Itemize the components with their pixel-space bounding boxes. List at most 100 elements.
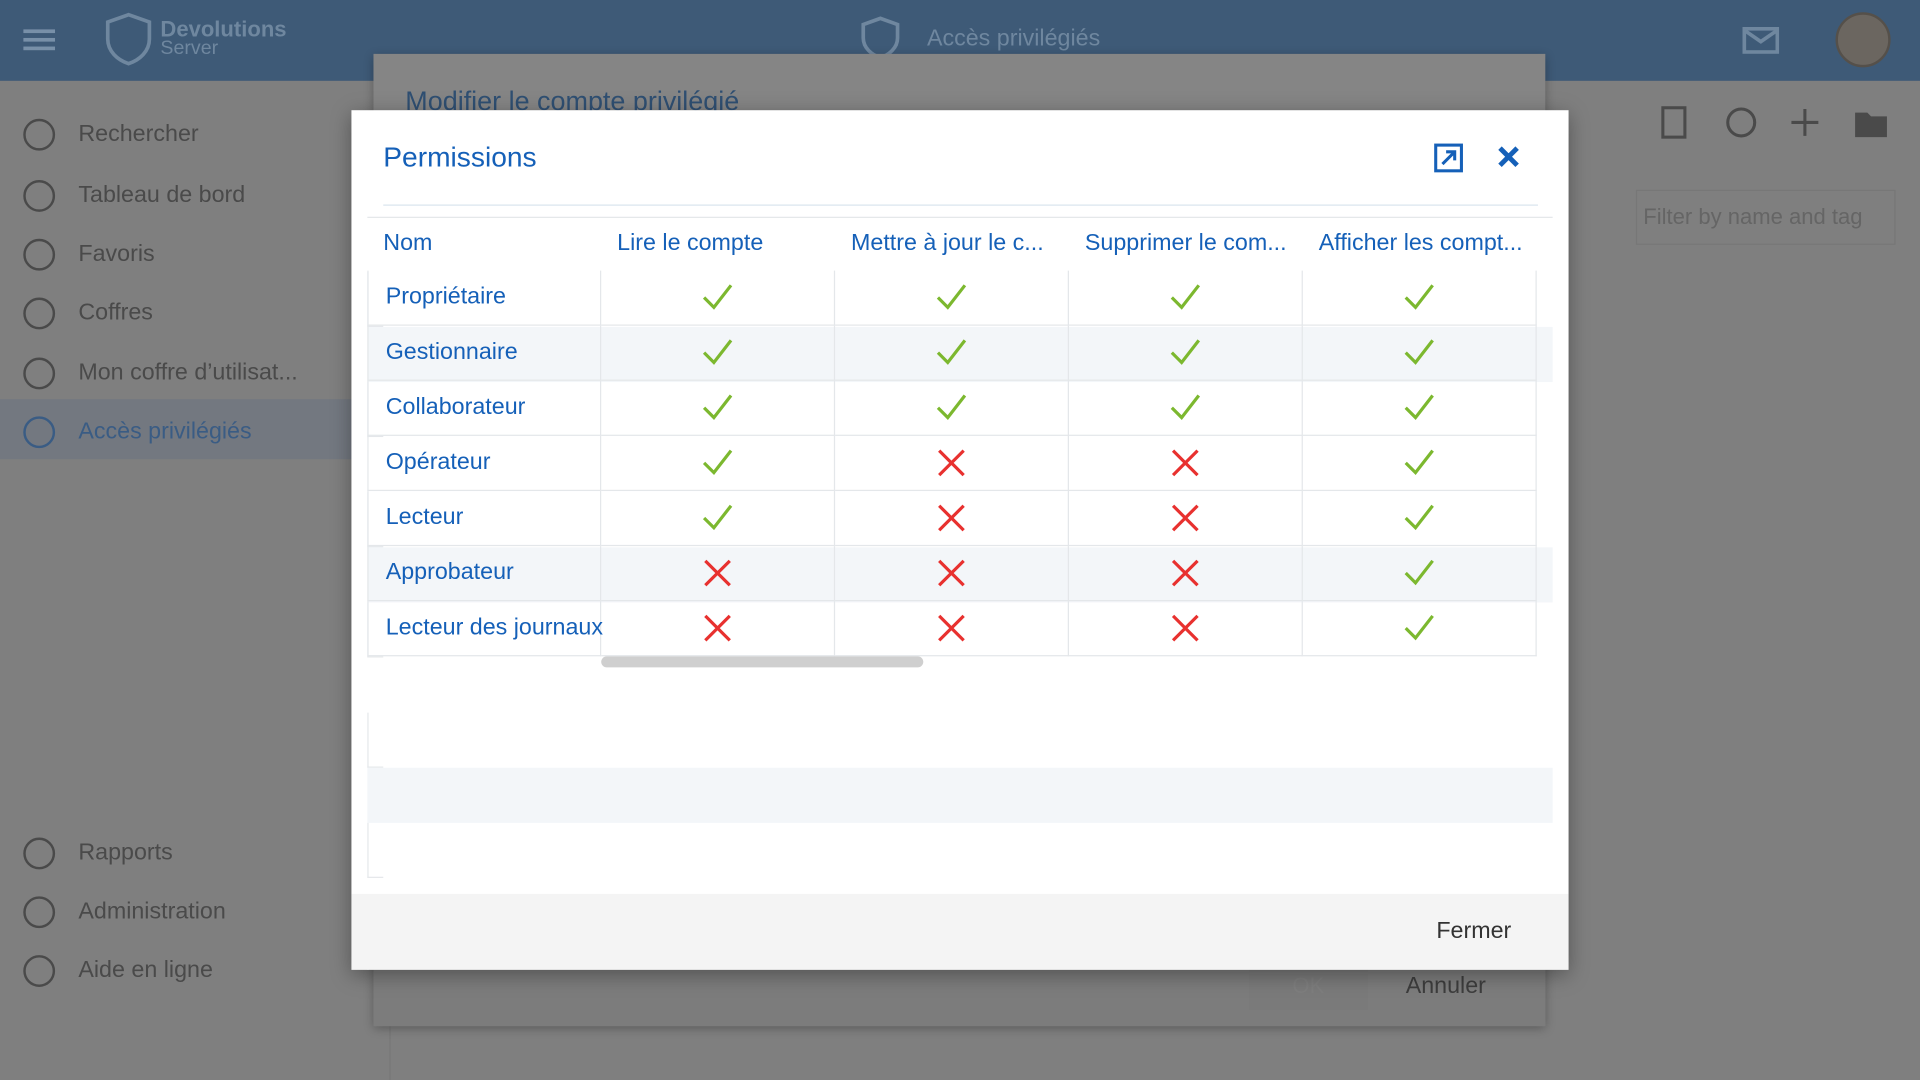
sidebar-item[interactable]: Rechercher bbox=[78, 121, 199, 147]
icon-stroke bbox=[702, 339, 733, 365]
icon-stroke bbox=[1404, 614, 1434, 641]
icon-stroke bbox=[938, 449, 965, 477]
permission-cell bbox=[1068, 601, 1303, 657]
icon-stroke bbox=[1170, 339, 1201, 365]
check-icon bbox=[1170, 339, 1201, 365]
mail-icon[interactable] bbox=[1742, 26, 1780, 54]
cross-icon bbox=[938, 559, 965, 587]
cross-icon bbox=[1171, 559, 1199, 587]
icon-stroke bbox=[702, 394, 733, 420]
row-bg bbox=[367, 767, 1553, 823]
check-icon bbox=[702, 284, 733, 310]
permission-cell bbox=[601, 435, 836, 492]
check-icon bbox=[702, 339, 733, 365]
modal: Permissions Nom Lire le compte Mettre à jo… bbox=[351, 110, 1569, 970]
avatar[interactable] bbox=[1835, 12, 1891, 68]
cross-icon bbox=[1171, 449, 1199, 477]
expand-icon[interactable] bbox=[1434, 143, 1463, 173]
row-bg bbox=[367, 657, 1553, 713]
icon-stroke bbox=[938, 614, 965, 642]
name-cell: Lecteur bbox=[367, 491, 602, 547]
logo bbox=[105, 12, 152, 66]
brand: Devolutions bbox=[160, 17, 287, 42]
permission-cell bbox=[835, 270, 1069, 326]
toolbar-icons[interactable] bbox=[1659, 105, 1892, 142]
permission-cell bbox=[601, 601, 836, 657]
sidebar-icon bbox=[23, 118, 56, 151]
check-icon bbox=[936, 394, 967, 420]
permission-cell bbox=[835, 380, 1069, 436]
icon-stroke bbox=[1404, 394, 1434, 420]
permission-cell bbox=[835, 325, 1069, 381]
permission-cell bbox=[601, 380, 836, 436]
separator bbox=[383, 204, 1538, 206]
cross-icon bbox=[1171, 504, 1199, 532]
sidebar-item: Aide en ligne bbox=[78, 957, 213, 984]
permission-cell bbox=[1302, 380, 1537, 436]
permission-cell bbox=[835, 546, 1069, 602]
name-cell: Gestionnaire bbox=[367, 325, 602, 381]
sidebar-icon bbox=[23, 837, 56, 870]
permission-cell bbox=[601, 270, 836, 326]
permission-cell bbox=[1068, 380, 1303, 436]
icon-stroke bbox=[1171, 559, 1199, 587]
permission-cell bbox=[1068, 491, 1303, 547]
check-icon bbox=[702, 394, 733, 420]
filter-placeholder: Filter by name and tag bbox=[1643, 204, 1863, 229]
permission-cell bbox=[1302, 270, 1537, 326]
cancel-button[interactable]: Annuler bbox=[1405, 973, 1486, 1000]
icon-stroke bbox=[704, 614, 731, 642]
row-name: Opérateur bbox=[385, 449, 491, 476]
close-button[interactable]: Fermer bbox=[1436, 918, 1512, 945]
sidebar-item[interactable]: Tableau de bord bbox=[78, 182, 246, 209]
icon-stroke bbox=[702, 284, 733, 310]
check-icon bbox=[702, 504, 733, 531]
row-name: Collaborateur bbox=[385, 394, 526, 420]
permission-cell bbox=[1302, 491, 1537, 547]
filter-input[interactable]: Filter by name and tag bbox=[1635, 189, 1896, 245]
permission-cell bbox=[601, 491, 836, 547]
column-header: Afficher les compt... bbox=[1318, 230, 1523, 256]
row-name: Lecteur bbox=[385, 504, 464, 531]
permission-cell bbox=[1302, 601, 1537, 657]
permission-cell bbox=[601, 546, 836, 602]
icon-stroke bbox=[938, 559, 965, 587]
cross-icon bbox=[1171, 614, 1199, 642]
check-icon bbox=[1404, 339, 1434, 365]
name-cell: Opérateur bbox=[367, 435, 602, 492]
icon-stroke bbox=[1404, 504, 1434, 531]
column-header: Supprimer le com... bbox=[1084, 230, 1287, 256]
product: Server bbox=[160, 37, 219, 59]
sidebar-item[interactable]: Accès privilégiés bbox=[78, 418, 252, 445]
check-icon bbox=[936, 284, 967, 310]
icon-stroke bbox=[936, 284, 967, 310]
close-icon[interactable] bbox=[1498, 146, 1520, 168]
name-cell: Approbateur bbox=[367, 546, 602, 602]
sidebar-item[interactable]: Favoris bbox=[78, 241, 155, 267]
row-name: Propriétaire bbox=[385, 284, 506, 310]
permission-cell bbox=[1068, 546, 1303, 602]
cross-icon bbox=[938, 614, 965, 642]
check-icon bbox=[936, 339, 967, 365]
modal-footer: Fermer bbox=[351, 893, 1569, 970]
check-icon bbox=[1404, 284, 1434, 310]
column-header: Nom bbox=[383, 230, 433, 256]
sidebar-item[interactable]: Coffres bbox=[78, 300, 153, 326]
icon-stroke bbox=[1404, 284, 1434, 310]
icon-stroke bbox=[1171, 504, 1199, 532]
menu-icon[interactable] bbox=[23, 27, 56, 54]
sidebar-item[interactable]: Mon coffre d’utilisat... bbox=[78, 360, 298, 386]
icon-stroke bbox=[1171, 449, 1199, 477]
sidebar-icon bbox=[23, 297, 56, 330]
permission-cell bbox=[601, 325, 836, 381]
row-bg bbox=[367, 216, 1553, 272]
check-icon bbox=[1170, 284, 1201, 310]
name-cell: Propriétaire bbox=[367, 270, 602, 326]
scrollbar[interactable] bbox=[601, 656, 924, 668]
icon-stroke bbox=[702, 449, 733, 476]
modal-title: Permissions bbox=[383, 140, 537, 173]
icon-stroke bbox=[1171, 614, 1199, 642]
sidebar-icon bbox=[23, 955, 56, 987]
